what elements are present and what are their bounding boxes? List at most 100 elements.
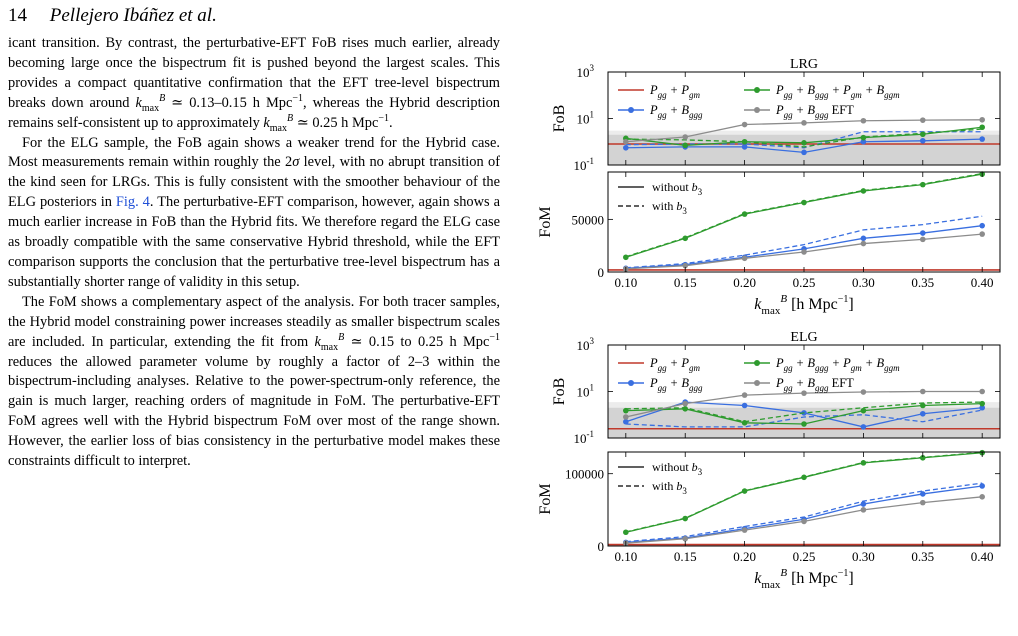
legend-marker	[628, 107, 634, 113]
data-point	[860, 138, 867, 145]
data-point	[623, 144, 629, 151]
y-tick-label: 101	[577, 383, 595, 400]
data-point	[801, 518, 807, 525]
unit: h Mpc	[252, 94, 293, 111]
x-tick-label: 0.15	[674, 549, 697, 564]
y-tick-label: 0	[598, 539, 605, 554]
legend-label-p-gg-b-ggg-eft: Pgg​ + Bggg​ EFT	[775, 376, 854, 393]
figure-link[interactable]: Fig. 4	[115, 194, 150, 211]
text-run: . The perturbative-EFT comparison, howev…	[8, 194, 500, 290]
x-tick-label: 0.35	[911, 275, 934, 290]
unit: h Mpc	[449, 333, 490, 350]
data-point	[860, 507, 867, 513]
data-point	[860, 117, 867, 124]
unit: h Mpc	[341, 114, 379, 131]
legend-marker	[628, 380, 634, 386]
legend-label-without-b3: without b3	[652, 460, 703, 477]
data-point	[682, 142, 689, 149]
text-run: For the ELG sample, the FoB again shows …	[8, 134, 500, 171]
x-tick-label: 0.10	[614, 275, 637, 290]
data-point	[741, 144, 748, 150]
data-point	[741, 527, 748, 533]
chart-panel-2: 0 50000 FoM 0.10 0.15 0.20 0.25 0.30 0.35 0.40 kma…	[537, 171, 1001, 317]
data-point	[919, 402, 926, 409]
x-axis-label: kmaxB [h Mpc−1]	[754, 567, 853, 591]
series-line-p-gg-b-ggg-p-gm-b-ggm-with-b3	[625, 401, 983, 423]
x-tick-label: 0.35	[911, 549, 934, 564]
data-point	[979, 494, 985, 500]
legend-label-without-b3: without b3	[652, 180, 703, 197]
y-tick-label: 103	[577, 63, 595, 80]
data-point	[860, 188, 867, 194]
kmax-value: 0.25	[312, 114, 338, 131]
data-point	[979, 116, 985, 123]
text-run: icant transition. By contrast, the pertu…	[8, 35, 500, 111]
data-point	[682, 235, 689, 242]
x-axis-label: kmaxB [h Mpc−1]	[754, 293, 853, 317]
series-line-p-gg-b-ggg-p-gm-b-ggm-with-b3	[625, 172, 983, 258]
text-run: reduces the allowed parameter volume by …	[8, 353, 500, 470]
data-point	[979, 483, 985, 489]
page-header: 14 Pellejero Ibáñez et al.	[8, 5, 217, 27]
data-point	[623, 418, 629, 425]
chart-panel-3: 10-1 101 103 FoB ELG Pgg​ + Pgm​ Pgg​ + Bggg​ …	[551, 330, 1001, 446]
data-point	[979, 400, 985, 407]
chart-title: ELG	[790, 330, 817, 345]
x-tick-label: 0.40	[971, 549, 994, 564]
paragraph-2: For the ELG sample, the FoB again shows …	[8, 134, 500, 290]
y-tick-label: 50000	[572, 212, 605, 227]
data-point	[741, 402, 748, 409]
data-point	[860, 424, 867, 430]
data-point	[801, 120, 807, 126]
legend-label-p-gg-p-gm: Pgg​ + Pgm​	[649, 83, 700, 100]
y-tick-label: 0	[598, 265, 605, 280]
running-authors: Pellejero Ibáñez et al.	[49, 5, 217, 26]
legend-marker	[754, 380, 760, 386]
figure: 10-1 101 103 FoB LRG Pgg​ + Pgm​ Pgg​ + Bggg​ …	[518, 0, 1018, 636]
x-tick-label: 0.20	[733, 275, 756, 290]
legend-label-p-gg-b-ggg: Pgg​ + Bggg​	[649, 376, 703, 393]
x-tick-label: 0.10	[614, 549, 637, 564]
x-tick-label: 0.30	[852, 275, 875, 290]
data-point	[623, 254, 629, 261]
data-point	[741, 392, 748, 398]
data-point	[919, 230, 926, 236]
x-tick-label: 0.15	[674, 275, 697, 290]
text-run: to	[394, 333, 418, 350]
data-point	[979, 222, 985, 229]
data-point	[801, 249, 807, 255]
data-point	[979, 404, 985, 411]
paragraph-1: icant transition. By contrast, the pertu…	[8, 35, 500, 134]
data-point	[860, 407, 867, 414]
y-tick-label: 100000	[565, 467, 604, 482]
x-tick-label: 0.40	[971, 275, 994, 290]
legend-label-with-b3: with b3	[652, 479, 687, 496]
page-number: 14	[8, 5, 27, 26]
data-point	[801, 149, 807, 156]
data-point	[741, 121, 748, 128]
data-point	[741, 138, 748, 145]
legend-marker	[754, 107, 760, 113]
data-point	[801, 140, 807, 146]
legend-marker	[754, 87, 760, 93]
data-point	[623, 414, 629, 420]
body-text: icant transition. By contrast, the pertu…	[8, 34, 500, 636]
data-point	[860, 134, 867, 141]
y-tick-label: 101	[577, 110, 595, 127]
data-point	[682, 406, 689, 412]
data-point	[682, 400, 689, 407]
legend-label-p-gg-b-ggg-p-gm-b-ggm: Pgg​ + Bggg​ + Pgm​ + Bggm​	[775, 83, 900, 100]
data-point	[860, 235, 867, 242]
data-point	[801, 421, 807, 427]
data-point	[860, 501, 867, 507]
chart-title: LRG	[790, 57, 818, 72]
y-tick-label: 10-1	[574, 429, 595, 446]
data-point	[682, 134, 689, 140]
legend-label-p-gg-p-gm: Pgg​ + Pgm​	[649, 356, 700, 373]
figure-svg: 10-1 101 103 FoB LRG Pgg​ + Pgm​ Pgg​ + Bggg​ …	[537, 57, 1001, 591]
legend-label-p-gg-b-ggg: Pgg​ + Bggg​	[649, 103, 703, 120]
data-point	[979, 231, 985, 237]
data-point	[682, 535, 689, 542]
data-point	[979, 388, 985, 395]
data-point	[919, 131, 926, 138]
